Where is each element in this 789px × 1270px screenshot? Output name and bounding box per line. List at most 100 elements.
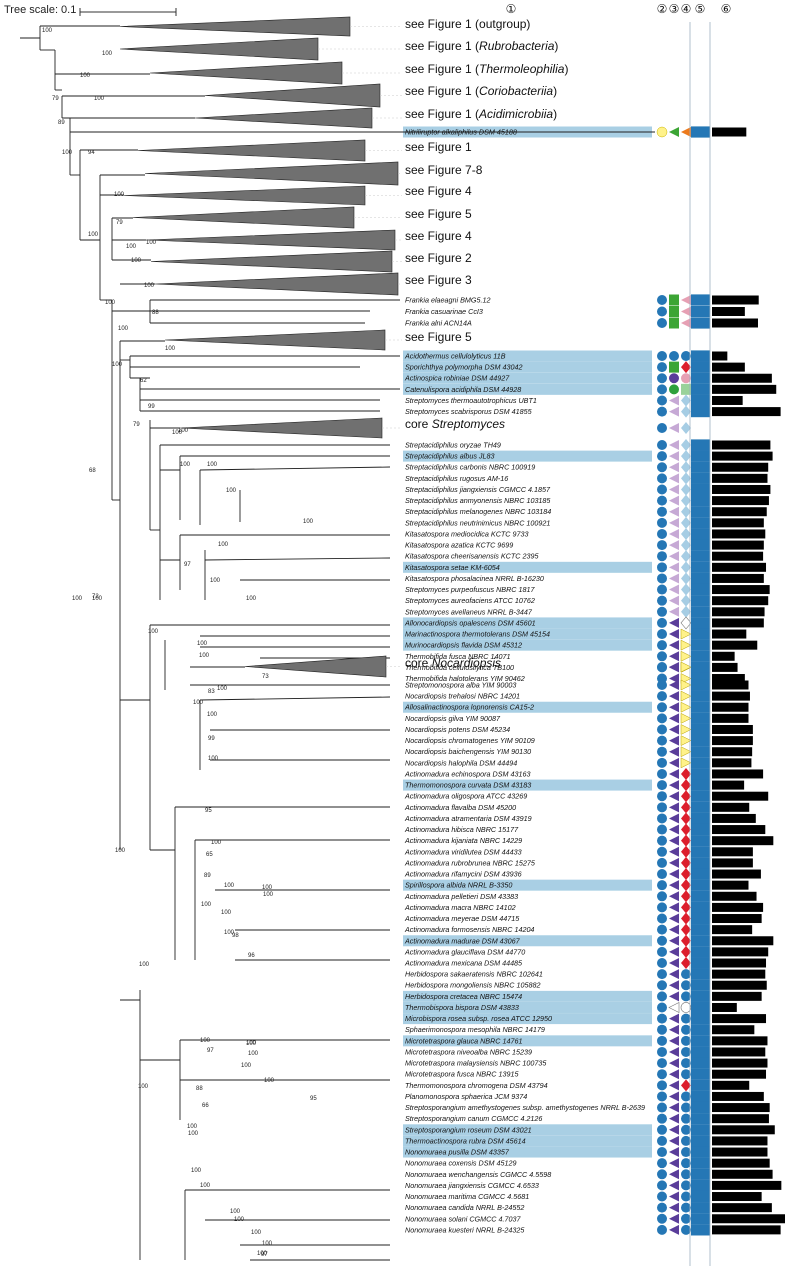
- marker-col2: [657, 640, 667, 651]
- marker-col3: [669, 813, 679, 824]
- taxon-label: Thermoactinospora rubra DSM 45614: [405, 1136, 526, 1145]
- marker-col2: [657, 540, 667, 551]
- taxon-highlight: [403, 990, 652, 1002]
- genome-size-bar: [712, 1114, 769, 1124]
- marker-col4: [680, 650, 692, 662]
- presence-block: [691, 823, 710, 836]
- taxon-label: Microtetraspora fusca NBRC 13915: [405, 1070, 519, 1079]
- marker-col3: [669, 484, 679, 495]
- marker-col3: [669, 584, 679, 595]
- presence-block: [691, 701, 710, 713]
- marker-col2: [657, 680, 667, 690]
- marker-col4: [681, 351, 691, 361]
- taxon-label: Streptomyces purpeofuscus NBRC 1817: [405, 585, 535, 594]
- genome-size-bar: [712, 1002, 737, 1012]
- presence-block: [691, 812, 710, 825]
- presence-block: [691, 583, 710, 596]
- marker-col4: [680, 724, 692, 735]
- taxon-label: Streptacidiphilus neutrinimicus NBRC 100…: [405, 518, 550, 527]
- marker-col2: [657, 1024, 667, 1035]
- marker-col3: [669, 891, 679, 902]
- marker-col4: [681, 561, 691, 574]
- taxon-label: Spirillospora albida NRRL B-3350: [405, 881, 512, 890]
- presence-block: [691, 1224, 710, 1236]
- marker-col3: [669, 969, 679, 980]
- presence-block: [691, 979, 710, 991]
- marker-col2: [657, 857, 667, 868]
- marker-col2: [656, 126, 668, 138]
- marker-col3: [669, 361, 679, 373]
- bootstrap-value: 65: [206, 852, 213, 858]
- taxon-label: Streptacidiphilus jiangxiensis CGMCC 4.1…: [405, 485, 551, 494]
- marker-col2: [657, 528, 667, 539]
- marker-col2: [657, 629, 667, 640]
- genome-size-bar: [712, 362, 745, 372]
- marker-col2: [657, 724, 667, 735]
- presence-block: [691, 1168, 710, 1180]
- bootstrap-value: 100: [224, 883, 235, 889]
- bootstrap-value: 100: [264, 1078, 275, 1084]
- taxon-label: Microtetraspora malaysiensis NBRC 100735: [405, 1059, 547, 1068]
- marker-col4: [681, 957, 691, 969]
- genome-size-bar: [712, 440, 771, 450]
- marker-col4: [680, 628, 692, 640]
- marker-col2: [657, 791, 667, 802]
- genome-size-bar: [712, 640, 758, 650]
- taxon-label: Thermobifida halotolerans YIM 90462: [405, 674, 525, 683]
- genome-size-bar: [712, 618, 764, 628]
- taxon-label: Nonomuraea kuesteri NRRL B-24325: [405, 1225, 525, 1234]
- presence-block: [691, 1213, 710, 1225]
- marker-col2: [657, 913, 667, 924]
- bootstrap-value: 100: [187, 1124, 198, 1130]
- taxon-label: Actinomadura oligospora ATCC 43269: [404, 792, 527, 801]
- taxon-label: Allosalinactinospora lopnorensis CA15-2: [404, 703, 534, 712]
- marker-col2: [657, 713, 667, 724]
- bootstrap-value: 100: [263, 892, 274, 898]
- genome-size-bar: [712, 925, 753, 935]
- marker-col4: [681, 450, 691, 463]
- taxon-label: Streptomyces scabrisporus DSM 41855: [405, 407, 533, 416]
- presence-block: [691, 1179, 710, 1191]
- presence-block: [691, 495, 710, 507]
- bootstrap-value: 95: [310, 1096, 317, 1102]
- presence-block: [691, 461, 710, 473]
- taxon-label: Microbispora rosea subsp. rosea ATCC 129…: [405, 1014, 552, 1023]
- bootstrap-value: 100: [102, 51, 113, 57]
- marker-col3: [669, 802, 679, 813]
- marker-col3: [669, 991, 679, 1002]
- marker-col2: [657, 1124, 667, 1135]
- marker-col4: [681, 980, 691, 991]
- genome-size-bar: [712, 914, 762, 924]
- marker-col3: [669, 473, 679, 484]
- bootstrap-value: 100: [221, 910, 232, 916]
- marker-col4: [681, 1147, 691, 1158]
- genome-size-bar: [712, 651, 735, 661]
- presence-block: [691, 968, 710, 980]
- taxon-highlight: [403, 779, 652, 791]
- marker-col3: [669, 724, 679, 735]
- presence-block: [691, 528, 710, 540]
- marker-col4: [681, 934, 691, 947]
- marker-col3: [669, 1169, 679, 1180]
- genome-size-bar: [712, 1147, 768, 1157]
- taxon-label: Actinomadura echinospora DSM 43163: [404, 769, 530, 778]
- presence-block: [691, 890, 710, 902]
- collapsed-clade-5: [194, 107, 373, 129]
- bootstrap-value: 100: [146, 240, 157, 246]
- marker-col3: [669, 127, 679, 137]
- marker-col4: [680, 639, 692, 651]
- marker-col3: [669, 691, 679, 702]
- collapsed-clade-11: [150, 250, 393, 273]
- presence-block: [691, 801, 710, 813]
- bootstrap-value: 100: [180, 462, 191, 468]
- genome-size-bar: [712, 395, 743, 405]
- marker-col3: [669, 1024, 679, 1035]
- bootstrap-value: 100: [88, 232, 99, 238]
- column-header-5: ⑤: [695, 2, 706, 16]
- taxon-label: Thermobispora bispora DSM 43833: [405, 1003, 519, 1012]
- marker-col3: [669, 294, 679, 306]
- taxon-highlight: [403, 361, 652, 373]
- taxon-label: Sporichthya polymorpha DSM 43042: [405, 363, 522, 372]
- clade-label: see Figure 1 (Thermoleophilia): [405, 62, 568, 76]
